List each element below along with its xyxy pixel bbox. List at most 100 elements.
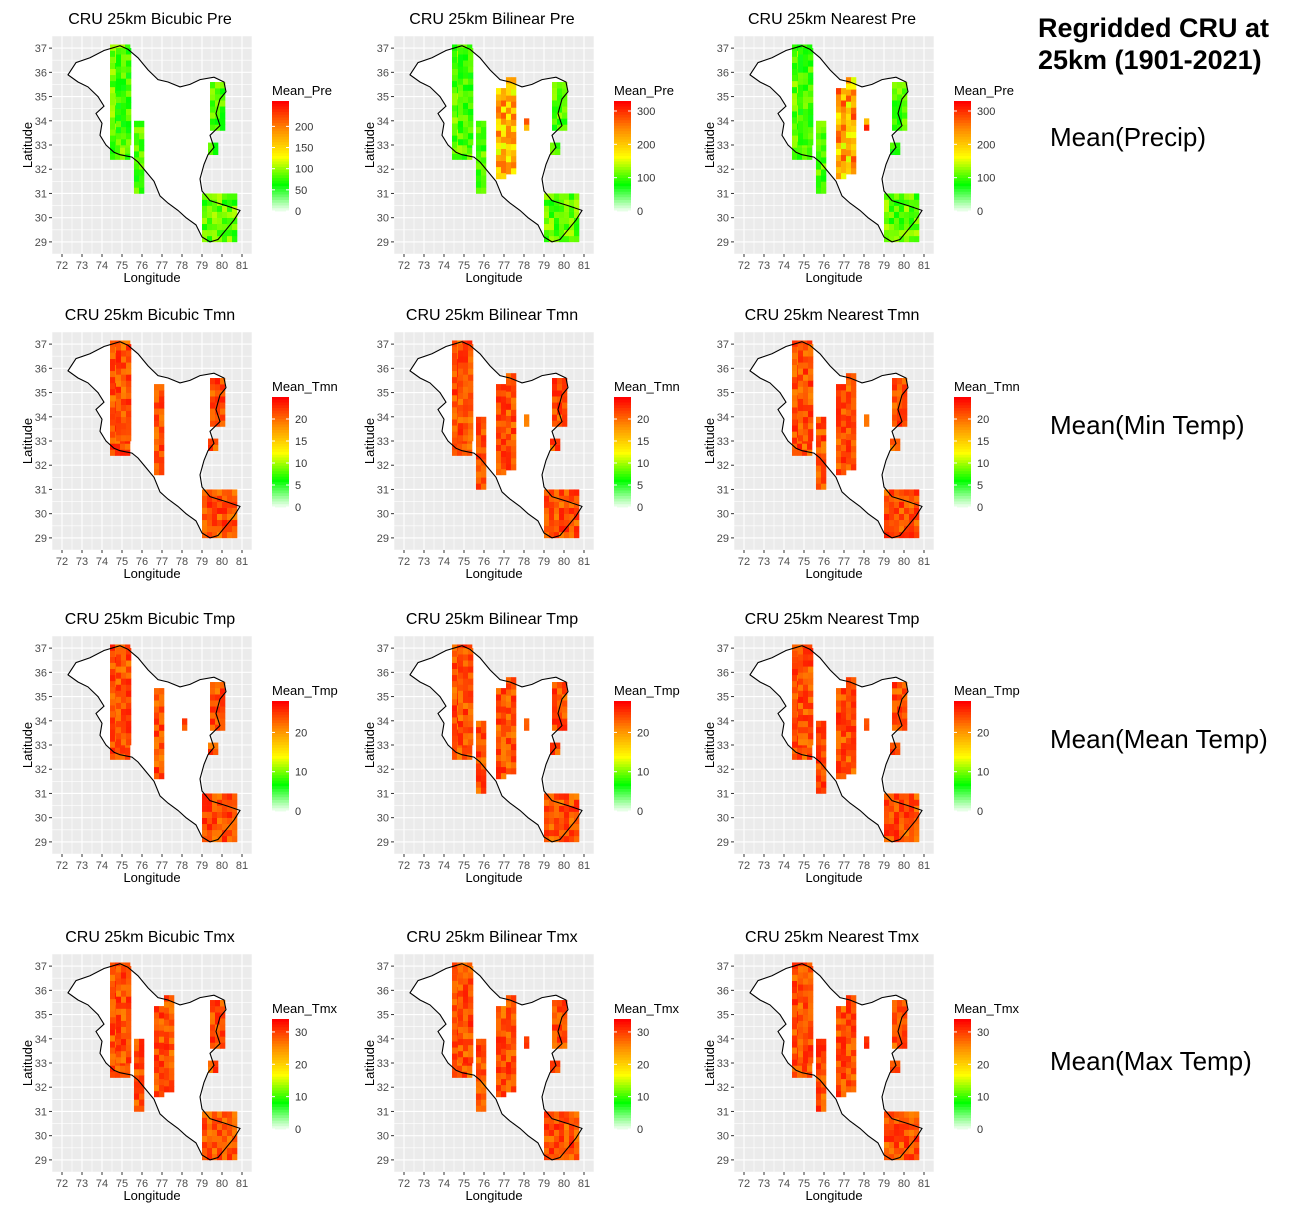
heatmap-cell <box>836 444 842 451</box>
heatmap-cell <box>914 217 920 225</box>
heatmap-cell <box>892 124 898 131</box>
heatmap-cell <box>202 229 208 237</box>
heatmap-cell <box>914 1117 920 1124</box>
y-tick-label: 32 <box>35 1082 47 1094</box>
heatmap-cell <box>816 145 822 152</box>
heatmap-cell <box>468 84 474 91</box>
heatmap-cell <box>463 678 469 685</box>
heatmap-cell <box>792 980 798 987</box>
heatmap-cell <box>121 1056 127 1064</box>
heatmap-cell <box>554 1147 560 1155</box>
legend-gradient-step <box>614 496 631 500</box>
heatmap-cell <box>836 456 842 464</box>
heatmap-cell <box>506 719 512 726</box>
heatmap-cell <box>897 682 903 689</box>
heatmap-cell <box>463 138 469 146</box>
heatmap-cell <box>841 420 847 427</box>
heatmap-cell <box>501 166 507 174</box>
heatmap-cell <box>452 346 458 353</box>
legend-title: Mean_Tmx <box>272 1001 338 1016</box>
heatmap-cell <box>496 172 502 180</box>
legend-gradient-step <box>614 1057 631 1061</box>
heatmap-cell <box>904 501 910 508</box>
legend-gradient-step <box>954 106 971 110</box>
heatmap-cell <box>564 817 570 825</box>
heatmap-cell <box>458 1020 464 1027</box>
heatmap-cell <box>564 229 570 237</box>
heatmap-cell <box>116 404 122 412</box>
heatmap-cell <box>792 668 798 676</box>
heatmap-cell <box>816 132 822 140</box>
legend-gradient-step <box>614 1096 631 1100</box>
heatmap-cell <box>803 392 809 399</box>
legend-gradient-step <box>272 471 289 475</box>
heatmap-cell <box>836 1078 842 1086</box>
legend-gradient-step <box>954 123 971 127</box>
heatmap-cell <box>841 468 847 476</box>
heatmap-cell <box>212 211 218 218</box>
heatmap-cell <box>227 799 233 806</box>
heatmap-cell <box>816 720 822 728</box>
heatmap-cell <box>841 1042 847 1049</box>
heatmap-cell <box>207 1117 213 1124</box>
legend-gradient-step <box>614 753 631 757</box>
legend-gradient-step <box>954 1063 971 1067</box>
heatmap-cell <box>467 747 473 754</box>
heatmap-cell <box>808 702 814 709</box>
legend-gradient-step <box>272 745 289 749</box>
y-axis-label: Latitude <box>20 418 35 464</box>
heatmap-cell <box>481 757 487 764</box>
legend-gradient-step <box>954 397 971 401</box>
legend-gradient-step <box>614 142 631 146</box>
heatmap-cell <box>904 205 910 212</box>
x-tick-label: 81 <box>578 860 590 872</box>
heatmap-cell <box>792 1047 798 1054</box>
heatmap-cell <box>892 1042 898 1049</box>
heatmap-cell <box>836 420 842 427</box>
legend-gradient-step <box>614 786 631 790</box>
heatmap-cell <box>463 114 469 122</box>
heatmap-cell <box>890 742 896 749</box>
legend-gradient-step <box>954 731 971 735</box>
legend-gradient-step <box>954 465 971 469</box>
heatmap-cell <box>884 501 890 508</box>
legend-gradient-step <box>272 723 289 727</box>
heatmap-cell <box>895 142 901 149</box>
heatmap-cell <box>895 148 901 155</box>
heatmap-cell <box>821 428 827 436</box>
heatmap-cell <box>496 414 502 421</box>
heatmap-cell <box>836 1024 842 1031</box>
y-tick-label: 32 <box>377 764 389 776</box>
heatmap-cell <box>496 1006 502 1013</box>
x-axis-label: Longitude <box>123 270 180 285</box>
heatmap-cell <box>894 513 900 521</box>
heatmap-cell <box>222 817 228 825</box>
heatmap-cell <box>476 416 482 424</box>
heatmap-cell <box>164 995 170 1002</box>
heatmap-cell <box>215 688 221 695</box>
heatmap-cell <box>892 94 898 101</box>
heatmap-cell <box>210 82 216 89</box>
heatmap-cell <box>841 106 847 113</box>
heatmap-cell <box>458 1026 464 1034</box>
x-axis-label: Longitude <box>123 870 180 885</box>
heatmap-cell <box>116 84 122 91</box>
heatmap-cell <box>889 217 895 225</box>
legend-gradient-step <box>272 408 289 412</box>
heatmap-cell <box>463 428 469 436</box>
heatmap-cell <box>232 199 238 206</box>
heatmap-cell <box>458 66 464 73</box>
heatmap-cell <box>562 1018 568 1025</box>
heatmap-cell <box>126 678 132 685</box>
heatmap-cell <box>481 126 487 134</box>
heatmap-cell <box>808 1056 814 1064</box>
heatmap-cell <box>121 392 127 399</box>
heatmap-cell <box>126 374 132 381</box>
heatmap-cell <box>807 147 813 154</box>
heatmap-cell <box>559 525 565 533</box>
heatmap-cell <box>468 690 474 697</box>
legend-gradient-step <box>954 739 971 743</box>
heatmap-cell <box>462 747 468 754</box>
heatmap-cell <box>851 1013 857 1020</box>
